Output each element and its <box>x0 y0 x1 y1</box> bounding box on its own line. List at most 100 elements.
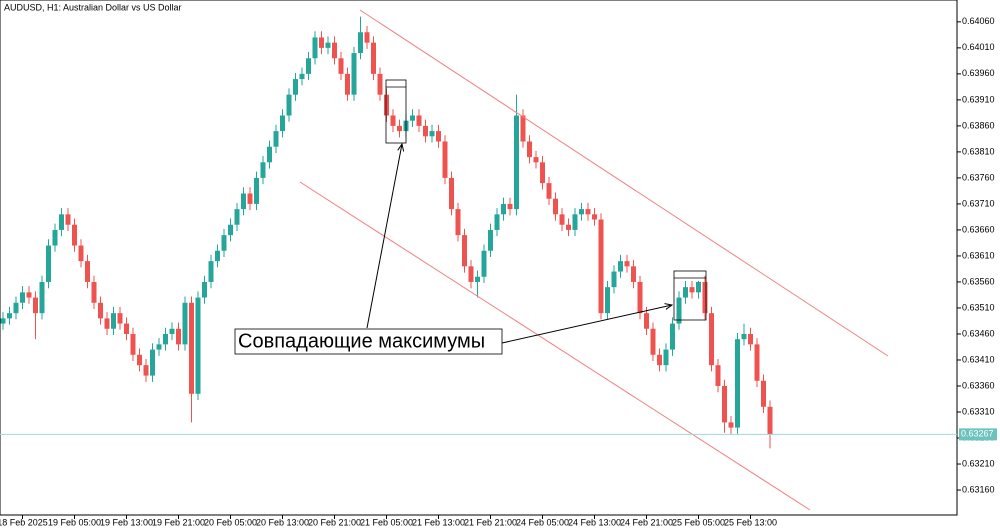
y-tick-label: 0.63610 <box>962 250 995 260</box>
candle-body <box>410 115 415 121</box>
channel-lower <box>299 181 811 511</box>
x-tick-label: 24 Feb 13:00 <box>568 517 621 527</box>
candle-body <box>715 365 721 386</box>
candle-body <box>442 141 448 178</box>
candle-body <box>306 58 311 74</box>
candle-body <box>234 209 240 225</box>
candle-body <box>390 115 396 126</box>
candle-body <box>13 302 19 314</box>
candle-body <box>293 79 298 95</box>
candle-body <box>585 209 591 215</box>
candle-body <box>0 318 6 324</box>
candle-body <box>618 261 623 272</box>
candle-body <box>202 281 207 298</box>
candle-body <box>371 42 376 74</box>
y-tick-label: 0.63660 <box>962 224 995 234</box>
candle-body <box>78 245 84 262</box>
candle-body <box>59 214 64 230</box>
candle-body <box>247 193 253 204</box>
x-tick-label: 19 Feb 21:00 <box>152 517 205 527</box>
candle-body <box>65 214 71 225</box>
candle-body <box>117 313 123 324</box>
candle-body <box>130 333 136 355</box>
x-tick-label: 24 Feb 05:00 <box>516 517 569 527</box>
candle-body <box>533 157 539 163</box>
candle-body <box>397 125 402 132</box>
candle-body <box>72 224 77 246</box>
candle-body <box>312 37 318 59</box>
candle-body <box>299 73 305 80</box>
x-tick-label: 20 Feb 13:00 <box>256 517 309 527</box>
current-price-tag <box>959 428 997 441</box>
candle-body <box>579 209 584 215</box>
candle-body <box>228 224 233 236</box>
candle-body <box>182 302 188 345</box>
y-tick-label: 0.63210 <box>962 458 995 468</box>
x-tick-label: 19 Feb 13:00 <box>100 517 153 527</box>
candle-body <box>637 281 643 314</box>
candle-body <box>436 131 441 142</box>
y-tick-label: 0.63760 <box>962 172 995 182</box>
candle-body <box>104 318 110 329</box>
y-tick-label: 0.64060 <box>962 16 995 26</box>
chart-title: AUDUSD, H1: Australian Dollar vs US Doll… <box>4 2 182 12</box>
candle-body <box>722 385 727 423</box>
candle-body <box>423 125 428 137</box>
candle-body <box>254 177 259 204</box>
x-tick-label: 20 Feb 05:00 <box>204 517 257 527</box>
candle-body <box>605 287 610 314</box>
arrow <box>501 305 672 344</box>
x-tick-label: 25 Feb 13:00 <box>724 517 777 527</box>
candle-body <box>546 183 552 199</box>
candle-body <box>527 141 532 158</box>
candle-body <box>494 214 500 230</box>
candle-body <box>351 53 357 95</box>
candle-body <box>553 198 558 215</box>
candle-body <box>221 235 227 251</box>
candle-body <box>98 302 103 319</box>
candle-body <box>566 224 571 230</box>
annotation: Совпадающие максимумы <box>238 330 485 352</box>
plot-frame <box>0 0 958 516</box>
candle-body <box>761 380 766 407</box>
candles <box>0 16 773 449</box>
candle-body <box>507 203 513 210</box>
candle-body <box>670 323 675 350</box>
candle-body <box>345 73 350 95</box>
candle-body <box>657 354 662 366</box>
candle-body <box>540 162 545 184</box>
candle-body <box>85 261 90 282</box>
candle-body <box>683 287 688 298</box>
candle-body <box>364 32 370 43</box>
candle-body <box>449 177 454 210</box>
annotation-box <box>234 328 503 355</box>
y-tick-label: 0.63360 <box>962 380 995 390</box>
x-tick-label: 20 Feb 21:00 <box>308 517 361 527</box>
y-tick-label: 0.63460 <box>962 328 995 338</box>
candle-body <box>728 422 734 428</box>
candle-body <box>189 302 194 394</box>
candle-body <box>501 203 506 215</box>
x-tick-label: 19 Feb 05:00 <box>48 517 101 527</box>
candle-body <box>735 339 740 428</box>
candle-body <box>241 193 246 210</box>
x-tick-label: 25 Feb 05:00 <box>672 517 725 527</box>
candle-body <box>429 131 435 137</box>
candle-body <box>91 281 97 303</box>
y-tick-label: 0.64010 <box>962 42 995 52</box>
candle-body <box>319 37 324 48</box>
y-tick-label: 0.63860 <box>962 120 995 130</box>
candle-body <box>455 209 461 236</box>
candle-body <box>143 365 149 376</box>
candle-body <box>650 328 656 355</box>
candle-body <box>20 292 25 303</box>
candle-body <box>689 287 695 293</box>
y-tick-label: 0.63410 <box>962 354 995 364</box>
highlight-box <box>385 79 407 144</box>
candle-body <box>176 328 181 345</box>
y-tick-label: 0.63160 <box>962 484 995 494</box>
candle-body <box>475 276 480 282</box>
candle-body <box>124 323 129 334</box>
candle-body <box>156 344 162 350</box>
